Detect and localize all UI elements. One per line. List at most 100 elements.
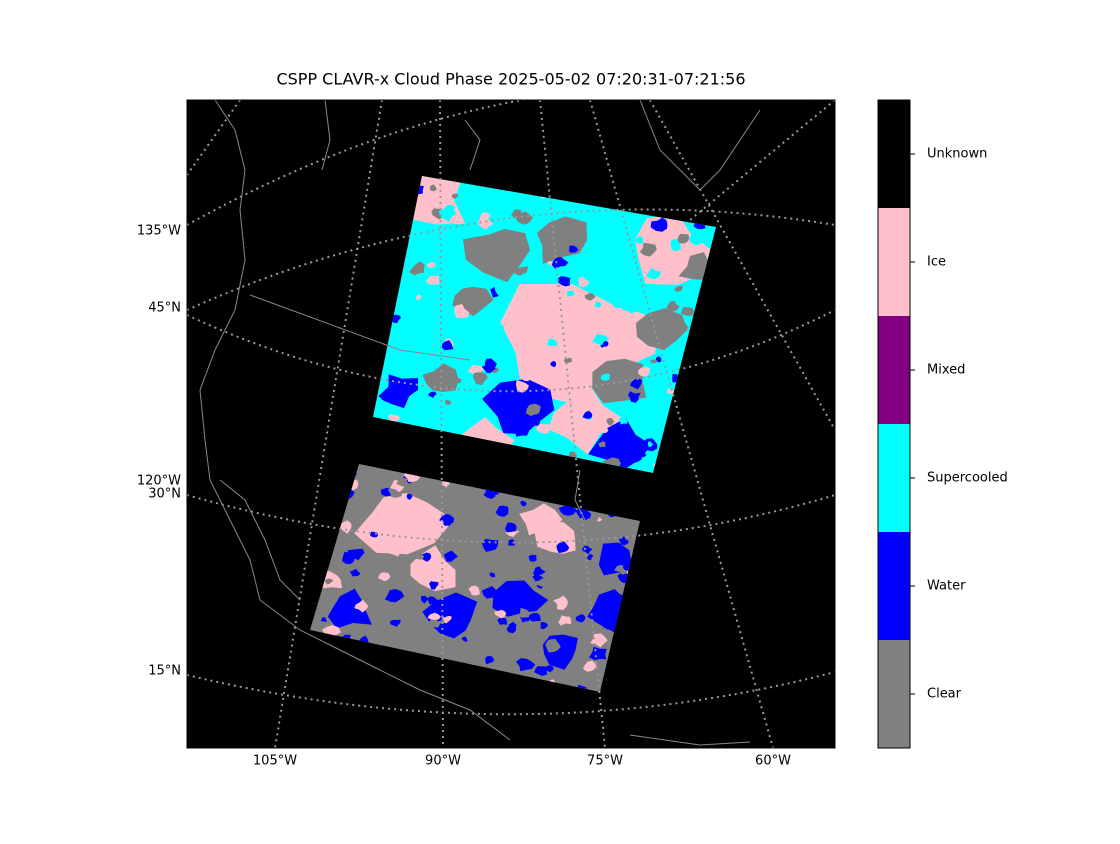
cloud-patch	[545, 638, 561, 653]
cloud-patch	[320, 617, 327, 622]
cloud-patch	[443, 550, 458, 562]
lon-label: 90°W	[425, 754, 461, 769]
cloud-patch	[354, 599, 369, 613]
cloud-patch	[605, 524, 615, 531]
colorbar-segment	[878, 532, 910, 640]
coastlines	[199, 100, 761, 746]
lat-lon-label: 135°W	[137, 224, 181, 239]
cloud-patch	[515, 424, 530, 437]
cloud-patch	[580, 355, 595, 369]
cloud-patch	[622, 300, 638, 314]
cloud-patch	[325, 578, 334, 585]
colorbar-segment	[878, 100, 910, 208]
cloud-patch	[589, 646, 607, 661]
cloud-patch	[406, 493, 413, 500]
cloud-patch	[409, 261, 425, 276]
cloud-patch	[647, 441, 654, 447]
cloud-patch	[521, 370, 535, 382]
lat-lon-label: 120°W	[137, 474, 181, 489]
swath-north	[373, 176, 716, 473]
cloud-patch	[497, 267, 507, 276]
cloud-patch	[461, 636, 468, 642]
cloud-patch	[592, 358, 647, 404]
cloud-patch	[461, 274, 473, 286]
colorbar-segment	[878, 640, 910, 748]
cloud-patch	[576, 267, 588, 277]
cloud-patch	[553, 595, 568, 610]
cloud-patch	[511, 209, 523, 219]
cloud-patch	[426, 262, 436, 268]
cloud-patch	[359, 635, 369, 642]
cloud-patch	[435, 561, 448, 570]
cloud-patch	[485, 655, 494, 665]
lon-label: 75°W	[587, 754, 623, 769]
cloud-patch	[425, 275, 440, 285]
cloud-patch	[688, 234, 706, 246]
cloud-patch	[440, 608, 453, 618]
cloud-patch	[472, 372, 488, 386]
cloud-patch	[670, 239, 682, 252]
cloud-patch	[639, 242, 657, 257]
cloud-patch	[638, 451, 647, 458]
cloud-patch	[639, 225, 657, 240]
cloud-patch	[567, 290, 575, 297]
cloud-patch	[450, 374, 462, 384]
cloud-patch	[421, 595, 429, 604]
cloud-patch	[659, 285, 671, 294]
cloud-patch	[638, 366, 650, 377]
cloud-patch	[677, 233, 690, 244]
cloud-patch	[396, 476, 408, 487]
cloud-patch	[507, 539, 515, 546]
cloud-patch	[477, 217, 494, 230]
cloud-patch	[618, 417, 628, 425]
lon-label: 60°W	[755, 754, 791, 769]
cloud-patch	[582, 660, 597, 672]
cloud-patch	[540, 621, 549, 629]
cloud-patch	[520, 500, 527, 507]
cloud-patch	[327, 588, 372, 629]
cloud-patch	[454, 304, 470, 319]
cloud-patch	[568, 245, 579, 253]
cloud-patch	[438, 205, 457, 222]
cloud-patch	[630, 378, 643, 390]
cloud-patch	[443, 521, 451, 526]
cloud-patch	[494, 282, 510, 296]
cloud-patch	[600, 427, 609, 434]
cloud-patch	[623, 385, 630, 392]
cloud-patch	[635, 236, 644, 244]
colorbar-label: Ice	[927, 255, 946, 270]
cloud-patch	[451, 193, 458, 199]
cloud-patch	[504, 522, 517, 533]
cloud-patch	[441, 481, 450, 488]
cloud-patch	[445, 399, 452, 406]
cloud-patch	[590, 512, 600, 521]
cloud-patch	[534, 666, 547, 676]
cloud-patch	[650, 217, 668, 232]
cloud-patch	[619, 536, 629, 546]
lat-lon-label: 15°N	[148, 664, 181, 679]
cloud-patch	[551, 257, 569, 269]
cloud-patch	[537, 228, 550, 239]
cloud-patch	[590, 556, 597, 562]
lon-label: 105°W	[253, 754, 297, 769]
map-title: CSPP CLAVR-x Cloud Phase 2025-05-02 07:2…	[276, 70, 745, 89]
cloud-patch	[506, 621, 517, 634]
cloud-patch	[402, 259, 415, 268]
colorbar-label: Supercooled	[927, 471, 1008, 486]
colorbar-label: Mixed	[927, 363, 965, 378]
cloud-patch	[468, 585, 480, 596]
cloud-patch	[546, 561, 562, 571]
cloud-patch	[528, 554, 537, 562]
cloud-patch	[514, 615, 521, 621]
cloud-patch	[620, 246, 636, 258]
cloud-patch	[583, 321, 600, 332]
cloud-patch	[653, 265, 662, 272]
cloud-patch	[582, 410, 593, 419]
cloud-patch	[409, 604, 416, 610]
cloud-patch	[445, 620, 456, 630]
cloud-patch	[628, 391, 641, 403]
cloud-patch	[384, 589, 405, 603]
cloud-patch	[635, 308, 688, 350]
cloud-patch	[614, 322, 633, 337]
